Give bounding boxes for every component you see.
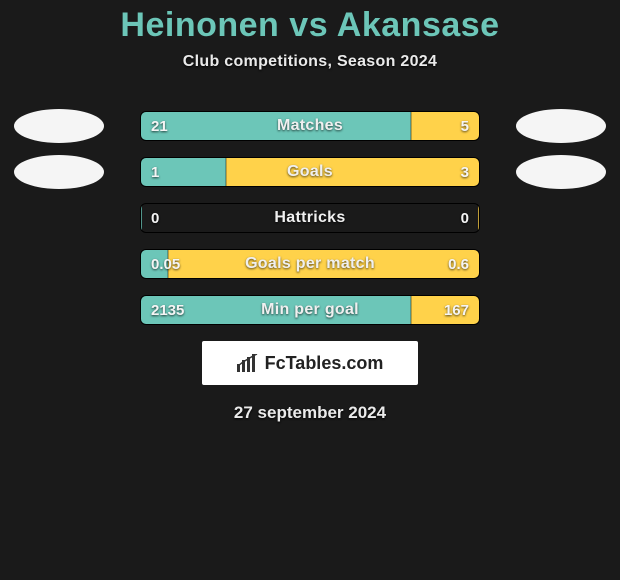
comparison-infographic: Heinonen vs Akansase Club competitions, … (0, 0, 620, 580)
stat-row: 2135167Min per goal (0, 295, 620, 325)
page-title: Heinonen vs Akansase (0, 6, 620, 45)
stat-label: Goals per match (141, 250, 479, 278)
stat-label: Min per goal (141, 296, 479, 324)
stat-row: 13Goals (0, 157, 620, 187)
player2-avatar (516, 109, 606, 143)
player1-avatar (14, 109, 104, 143)
stat-label: Goals (141, 158, 479, 186)
player2-name: Akansase (337, 6, 500, 44)
brand-logo: FcTables.com (202, 341, 418, 385)
stat-row: 00Hattricks (0, 203, 620, 233)
player1-name: Heinonen (120, 6, 279, 44)
stat-bar: 13Goals (140, 157, 480, 187)
player1-avatar (14, 155, 104, 189)
stat-rows: 215Matches 13Goals 00Hattricks 0.050.6Goals… (0, 111, 620, 325)
footer-date: 27 september 2024 (0, 403, 620, 423)
stat-row: 215Matches (0, 111, 620, 141)
brand-text: FcTables.com (265, 353, 384, 374)
stat-bar: 00Hattricks (140, 203, 480, 233)
stat-label: Matches (141, 112, 479, 140)
stat-bar: 0.050.6Goals per match (140, 249, 480, 279)
chart-icon (237, 354, 259, 372)
subtitle: Club competitions, Season 2024 (0, 53, 620, 71)
stat-label: Hattricks (141, 204, 479, 232)
stat-row: 0.050.6Goals per match (0, 249, 620, 279)
stat-bar: 2135167Min per goal (140, 295, 480, 325)
player2-avatar (516, 155, 606, 189)
stat-bar: 215Matches (140, 111, 480, 141)
vs-text: vs (289, 6, 328, 44)
